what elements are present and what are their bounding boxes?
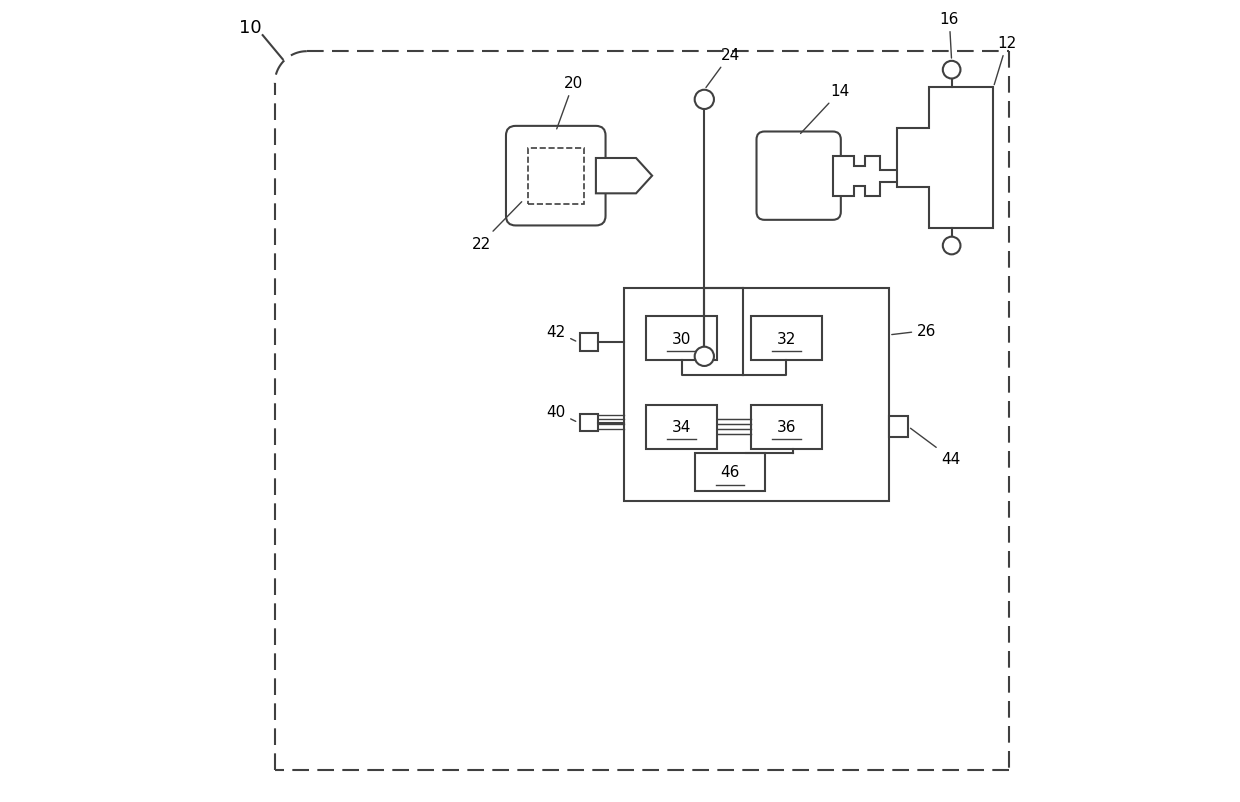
Polygon shape [833,156,905,196]
Text: 24: 24 [706,48,739,88]
Bar [580,414,598,431]
Text: 32: 32 [776,331,796,346]
Text: 16: 16 [940,12,959,59]
Text: 22: 22 [471,202,522,252]
Text: 12: 12 [994,36,1017,86]
Text: 30: 30 [672,331,692,346]
Bar [528,148,584,205]
Circle shape [942,237,961,255]
Text: 10: 10 [239,19,262,37]
FancyBboxPatch shape [756,132,841,221]
Polygon shape [596,159,652,194]
Bar [646,317,717,361]
Text: 44: 44 [910,429,961,466]
Text: 36: 36 [776,419,796,435]
Circle shape [942,62,961,79]
Text: 34: 34 [672,419,692,435]
Circle shape [694,347,714,367]
Text: 46: 46 [720,465,740,480]
FancyBboxPatch shape [506,127,605,226]
Bar [751,405,822,449]
Bar [646,405,717,449]
Text: 26: 26 [892,323,936,338]
Text: 14: 14 [801,84,851,134]
Text: 20: 20 [557,76,583,130]
Text: 40: 40 [546,405,575,422]
Bar [694,453,765,492]
Text: 42: 42 [546,325,575,342]
Circle shape [694,91,714,110]
Bar [889,416,908,438]
Polygon shape [897,88,993,229]
Bar [624,289,889,501]
Bar [751,317,822,361]
Bar [580,334,598,351]
